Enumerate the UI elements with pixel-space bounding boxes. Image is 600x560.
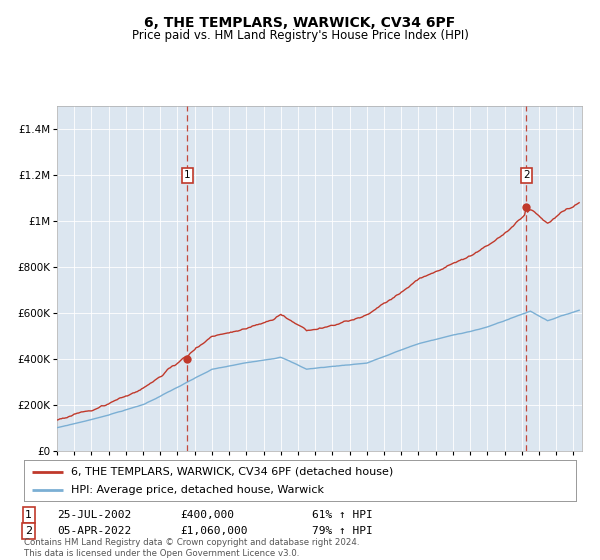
Text: 05-APR-2022: 05-APR-2022 [57, 526, 131, 536]
Text: Price paid vs. HM Land Registry's House Price Index (HPI): Price paid vs. HM Land Registry's House … [131, 29, 469, 42]
Text: 61% ↑ HPI: 61% ↑ HPI [312, 510, 373, 520]
Text: 25-JUL-2002: 25-JUL-2002 [57, 510, 131, 520]
Text: 2: 2 [523, 170, 530, 180]
Text: 1: 1 [25, 510, 32, 520]
Text: 1: 1 [184, 170, 190, 180]
Text: £1,060,000: £1,060,000 [180, 526, 248, 536]
Text: 6, THE TEMPLARS, WARWICK, CV34 6PF: 6, THE TEMPLARS, WARWICK, CV34 6PF [145, 16, 455, 30]
Text: HPI: Average price, detached house, Warwick: HPI: Average price, detached house, Warw… [71, 485, 324, 494]
Text: £400,000: £400,000 [180, 510, 234, 520]
Text: 79% ↑ HPI: 79% ↑ HPI [312, 526, 373, 536]
Text: 2: 2 [25, 526, 32, 536]
Text: Contains HM Land Registry data © Crown copyright and database right 2024.
This d: Contains HM Land Registry data © Crown c… [24, 538, 359, 558]
Text: 6, THE TEMPLARS, WARWICK, CV34 6PF (detached house): 6, THE TEMPLARS, WARWICK, CV34 6PF (deta… [71, 467, 393, 477]
